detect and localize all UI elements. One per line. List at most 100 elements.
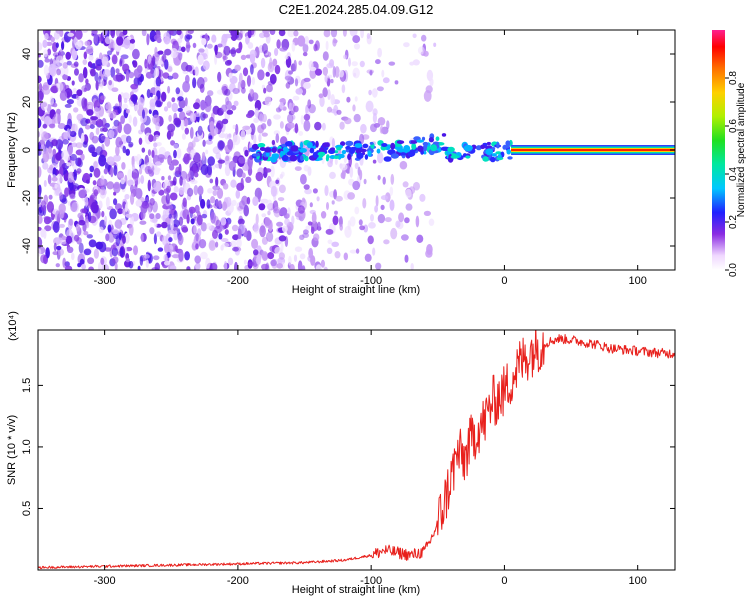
heatmap-noise-blob: [71, 183, 80, 192]
heatmap-noise-blob: [140, 175, 145, 184]
heatmap-noise-blob: [115, 72, 124, 83]
heatmap-noise-blob: [263, 32, 270, 38]
heatmap-noise-blob: [375, 262, 382, 270]
heatmap-noise-blob: [188, 170, 194, 179]
heatmap-noise-blob: [40, 126, 44, 138]
heatmap-noise-blob: [43, 180, 47, 187]
heatmap-noise-blob: [261, 213, 267, 218]
heatmap-noise-blob: [294, 78, 299, 87]
heatmap-noise-blob: [155, 213, 161, 220]
heatmap-noise-blob: [223, 260, 228, 270]
heatmap-noise-blob: [47, 48, 52, 56]
heatmap-noise-blob: [179, 111, 186, 121]
heatmap-noise-blob: [55, 30, 63, 34]
heatmap-noise-blob: [404, 217, 410, 224]
heatmap-noise-blob: [178, 249, 184, 262]
heatmap-noise-blob: [237, 218, 245, 226]
heatmap-noise-blob: [78, 73, 84, 83]
heatmap-noise-blob: [297, 260, 303, 270]
heatmap-noise-blob: [115, 145, 120, 156]
heatmap-noise-blob: [177, 96, 184, 102]
heatmap-noise-blob: [175, 166, 181, 175]
heatmap-noise-blob: [135, 153, 142, 166]
heatmap-noise-blob: [129, 215, 135, 227]
heatmap-noise-blob: [398, 212, 405, 223]
heatmap-noise-blob: [163, 106, 169, 112]
heatmap-noise-blob: [210, 196, 216, 204]
heatmap-noise-blob: [132, 48, 140, 60]
heatmap-noise-blob: [180, 46, 186, 53]
snr-x-tick-label: 0: [501, 575, 507, 587]
heatmap-noise-blob: [86, 234, 94, 239]
heatmap-noise-blob: [263, 87, 267, 94]
heatmap-noise-blob: [277, 197, 285, 202]
heatmap-noise-blob: [222, 55, 228, 61]
heatmap-noise-blob: [278, 252, 285, 260]
heatmap-noise-blob: [209, 262, 218, 270]
heatmap-signal-blob: [300, 141, 304, 149]
heatmap-noise-blob: [54, 183, 58, 189]
heatmap-noise-blob: [221, 104, 228, 112]
heatmap-noise-blob: [294, 166, 302, 172]
heatmap-noise-blob: [200, 222, 207, 232]
heatmap-noise-blob: [89, 131, 95, 141]
heatmap-noise-blob: [107, 224, 112, 233]
heatmap-noise-blob: [111, 87, 119, 92]
heatmap-noise-blob: [184, 118, 189, 127]
heatmap-noise-blob: [341, 84, 346, 94]
heatmap-noise-blob: [236, 168, 244, 178]
heatmap-noise-blob: [269, 30, 276, 35]
heatmap-noise-blob: [150, 69, 154, 74]
heatmap-noise-blob: [330, 30, 338, 38]
heatmap-noise-blob: [58, 248, 64, 256]
heatmap-noise-blob: [125, 70, 130, 82]
heatmap-noise-blob: [40, 254, 48, 264]
heatmap-noise-blob: [244, 149, 249, 157]
heatmap-noise-blob: [176, 30, 182, 36]
heatmap-noise-blob: [50, 36, 55, 43]
heatmap-noise-blob: [273, 130, 280, 136]
snr-frame: [37, 329, 676, 571]
heatmap-noise-blob: [44, 33, 49, 40]
heatmap-signal-blob: [354, 143, 363, 148]
heatmap-noise-blob: [201, 38, 207, 46]
heatmap-noise-blob: [321, 122, 326, 131]
heatmap-noise-blob: [224, 60, 232, 66]
heatmap-noise-blob: [264, 217, 271, 228]
heatmap-noise-blob: [311, 212, 317, 224]
heatmap-noise-blob: [273, 206, 281, 218]
heatmap-noise-blob: [78, 219, 86, 226]
heatmap-signal-blob: [411, 143, 417, 150]
heatmap-noise-blob: [235, 189, 241, 199]
heatmap-noise-blob: [161, 91, 167, 102]
heatmap-noise-blob: [297, 35, 306, 47]
heatmap-noise-blob: [347, 192, 355, 200]
heatmap-signal-blob: [251, 143, 260, 150]
spectrogram-y-tick-label: 20: [21, 96, 33, 108]
heatmap-noise-blob: [152, 55, 156, 66]
heatmap-noise-blob: [266, 199, 273, 210]
heatmap-noise-blob: [85, 220, 90, 229]
heatmap-noise-blob: [84, 196, 89, 207]
heatmap-noise-blob: [242, 125, 251, 130]
heatmap-noise-blob: [67, 144, 74, 156]
heatmap-noise-blob: [377, 47, 382, 58]
heatmap-noise-blob: [377, 175, 381, 181]
heatmap-noise-blob: [147, 207, 152, 215]
heatmap-noise-blob: [138, 167, 143, 175]
heatmap-noise-blob: [251, 238, 259, 249]
heatmap-signal-blob: [285, 141, 293, 147]
heatmap-noise-blob: [196, 214, 203, 226]
heatmap-noise-blob: [280, 171, 285, 177]
heatmap-noise-blob: [291, 41, 296, 52]
heatmap-signal-blob: [485, 148, 494, 155]
spectrogram-x-tick-label: -100: [360, 275, 382, 287]
heatmap-noise-blob: [235, 123, 239, 136]
heatmap-noise-blob: [267, 252, 275, 260]
heatmap-noise-blob: [117, 121, 122, 134]
heatmap-noise-blob: [279, 207, 288, 216]
heatmap-noise-blob: [253, 249, 259, 256]
heatmap-noise-blob: [85, 78, 89, 85]
heatmap-noise-blob: [147, 55, 152, 65]
